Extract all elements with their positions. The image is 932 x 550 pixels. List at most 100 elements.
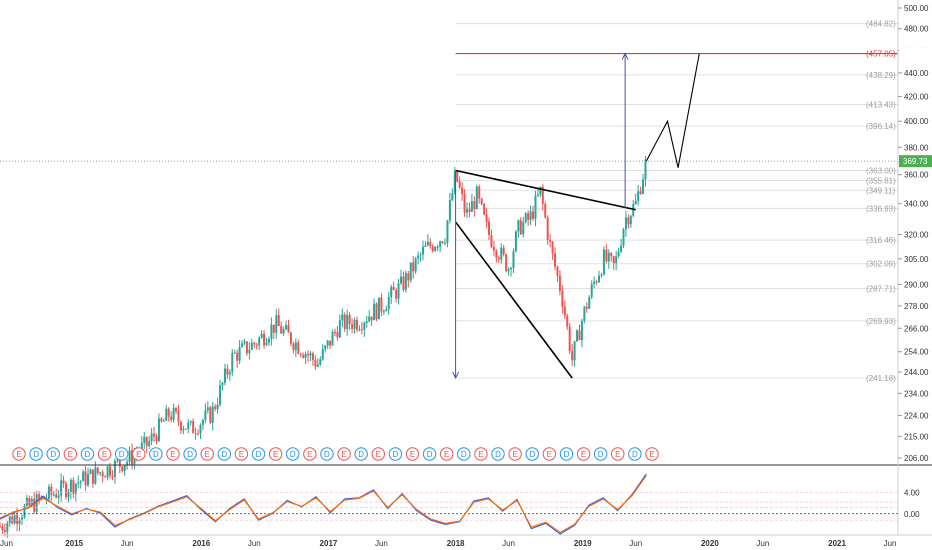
candle-body (527, 213, 530, 220)
candle-body (280, 326, 283, 334)
candle-body (363, 322, 366, 330)
candle-body (72, 480, 75, 494)
candle-body (380, 297, 383, 312)
candle-body (116, 460, 119, 462)
candle-body (243, 341, 246, 344)
oscillator-pane (0, 473, 898, 535)
candle-body (55, 494, 58, 498)
candle-body (558, 275, 561, 291)
candle-body (197, 433, 200, 435)
candle-body (568, 326, 571, 352)
fib-level-label: (413.43) (866, 100, 896, 109)
earnings-marker (508, 447, 522, 461)
candle-body (382, 311, 385, 313)
candle-body (566, 315, 569, 327)
marker-label: D (187, 450, 193, 459)
marker-label: E (205, 450, 210, 459)
candle-body (595, 281, 598, 283)
candle-body (360, 329, 363, 331)
candle-body (637, 191, 640, 201)
marker-label: E (341, 450, 346, 459)
candle-body (248, 349, 251, 354)
candle-body (52, 494, 55, 496)
candle-body (600, 274, 603, 276)
candle-body (304, 354, 307, 358)
candle-body (241, 343, 244, 347)
candle-body (297, 342, 300, 354)
candle-body (414, 258, 417, 272)
marker-label: E (68, 450, 73, 459)
marker-label: D (85, 450, 91, 459)
candle-body (620, 245, 623, 252)
candle-body (512, 251, 515, 269)
dividend-marker (593, 447, 608, 461)
x-axis-tick-label: 2020 (701, 539, 719, 548)
y-axis-tick-label: 244.00 (904, 368, 929, 377)
candle-body (145, 436, 148, 446)
dividend-marker (388, 447, 403, 461)
candle-body (373, 303, 376, 321)
candle-body (319, 359, 322, 365)
x-axis-tick-label: Jun (756, 539, 769, 548)
y-axis-tick-label: 500.00 (904, 4, 929, 13)
candle-body (60, 480, 63, 496)
marker-label: D (564, 450, 570, 459)
candle-body (23, 506, 26, 518)
candle-body (189, 421, 192, 423)
candle-body (583, 306, 586, 321)
fib-level-label: (287.71) (866, 284, 896, 293)
candle-body (62, 480, 65, 484)
earnings-marker (645, 447, 659, 461)
candle-body (392, 286, 395, 291)
y-axis-tick-label: 278.00 (904, 302, 929, 311)
candle-body (351, 324, 354, 329)
earnings-marker (371, 447, 385, 461)
x-axis-tick-label: 2017 (320, 539, 338, 548)
candle-body (634, 200, 637, 205)
fib-level-label: (396.14) (866, 122, 896, 131)
dividend-marker (491, 447, 505, 461)
wedge-pattern-line (454, 221, 573, 379)
candle-body (287, 325, 290, 333)
y-axis-tick-label: 400.00 (904, 117, 929, 126)
marker-label: E (376, 450, 381, 459)
fib-level-label: (241.18) (866, 374, 896, 383)
candle-body (444, 242, 446, 244)
candle-body (343, 314, 346, 329)
earnings-marker (576, 447, 591, 461)
y-axis-tick-label: 380.00 (904, 143, 929, 152)
candle-body (216, 404, 219, 409)
y-axis-tick-label: 290.00 (904, 280, 929, 289)
candle-body (321, 349, 324, 360)
candle-body (91, 469, 94, 484)
candle-body (50, 486, 53, 495)
earnings-marker (12, 447, 26, 461)
candle-body (607, 252, 610, 262)
candle-body (153, 433, 156, 437)
x-axis-tick-label: Jun (248, 539, 261, 548)
x-axis-tick-label: 2016 (192, 539, 210, 548)
candle-body (253, 342, 256, 345)
candle-body (492, 247, 495, 251)
x-axis-tick-label: Jun (884, 539, 897, 548)
candle-body (126, 461, 129, 466)
candle-body (184, 428, 187, 430)
candle-body (590, 284, 593, 298)
y-axis-tick-label: 254.00 (904, 348, 929, 357)
candle-body (236, 352, 239, 361)
candle-body (439, 241, 442, 247)
projection-path (645, 53, 700, 168)
candle-body (8, 516, 11, 524)
candle-body (94, 467, 97, 484)
y-axis-tick-label: 215.00 (904, 432, 929, 441)
marker-label: E (649, 450, 654, 459)
marker-label: D (632, 450, 638, 459)
earnings-marker (303, 447, 317, 461)
fib-levels: (484.82) (438.29) (413.43) (396.14) (363.00)… (0, 20, 898, 383)
candle-body (82, 471, 85, 482)
candle-body (483, 204, 486, 215)
candle-body (519, 220, 522, 235)
candle-body (507, 269, 510, 272)
candle-body (578, 330, 581, 341)
